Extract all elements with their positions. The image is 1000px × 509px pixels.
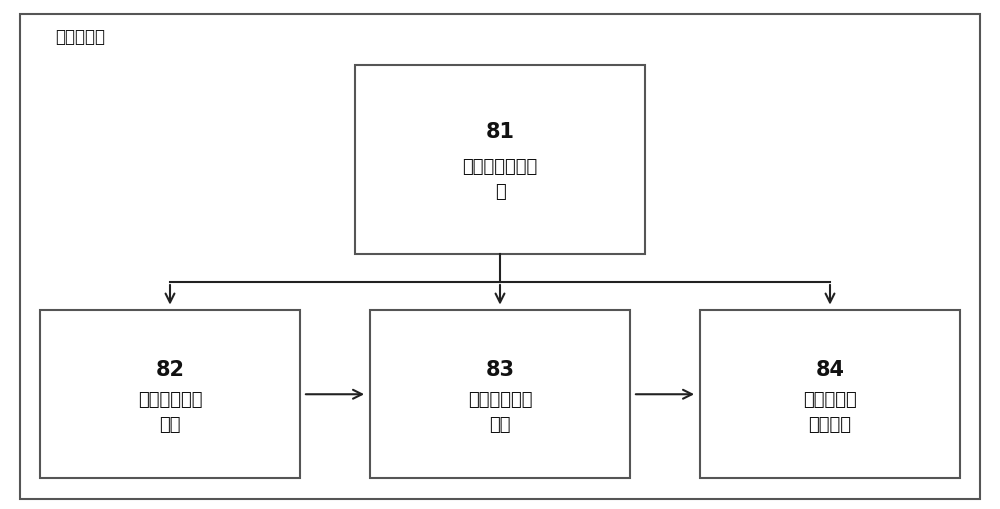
Text: 采集流程控制
单元: 采集流程控制 单元 (138, 390, 202, 433)
Text: 数据存储和
传输单元: 数据存储和 传输单元 (803, 390, 857, 433)
Text: 光谱数据计算
单元: 光谱数据计算 单元 (468, 390, 532, 433)
Text: 84: 84 (816, 359, 844, 379)
Bar (355, 66, 645, 254)
Text: 内部任务调度单
元: 内部任务调度单 元 (462, 158, 538, 201)
Text: 81: 81 (486, 122, 514, 142)
Bar (40, 310, 300, 478)
Text: 83: 83 (486, 359, 514, 379)
Bar (700, 310, 960, 478)
Text: 82: 82 (156, 359, 184, 379)
Text: 任务计算机: 任务计算机 (55, 28, 105, 46)
Bar (370, 310, 630, 478)
